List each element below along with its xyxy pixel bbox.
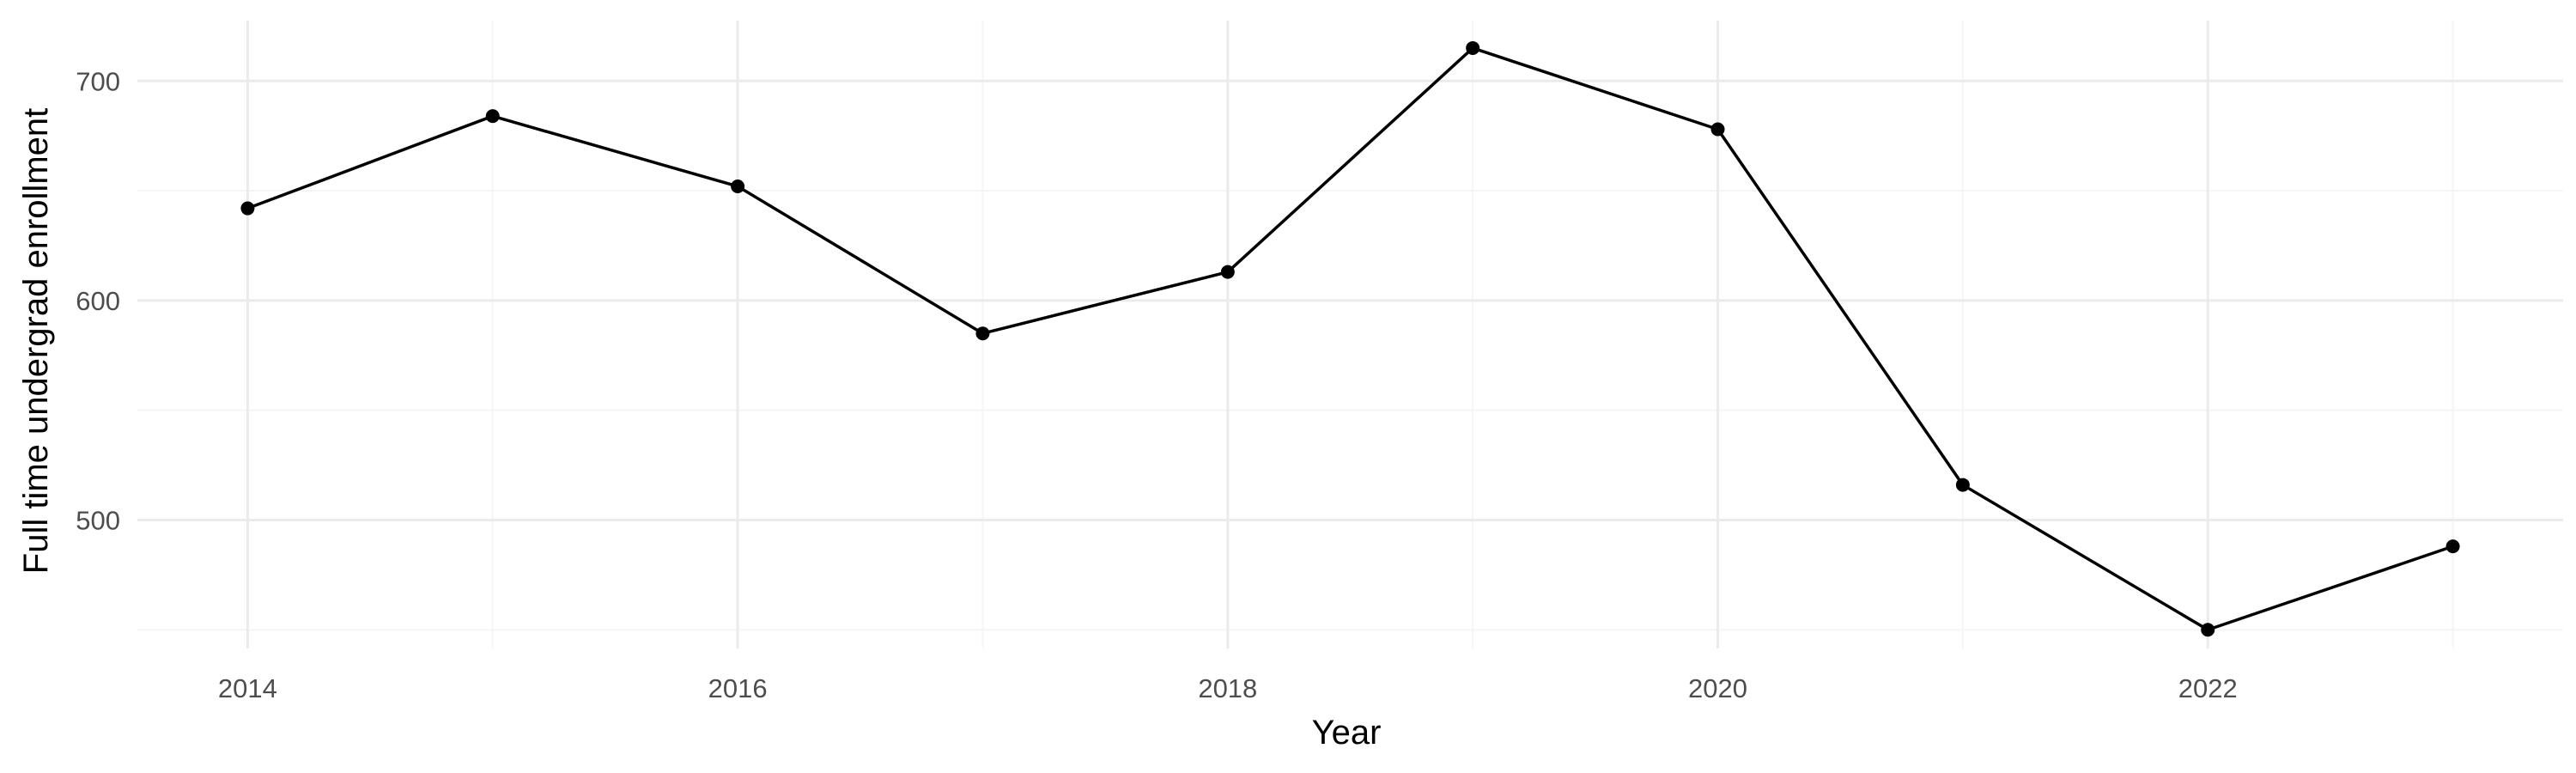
y-axis-title: Full time undergrad enrollment bbox=[17, 108, 55, 574]
x-tick-label: 2020 bbox=[1688, 673, 1747, 703]
data-point-2019 bbox=[1466, 40, 1480, 55]
x-tick-label: 2022 bbox=[2178, 673, 2238, 703]
data-point-2021 bbox=[1955, 478, 1970, 492]
x-tick-label: 2016 bbox=[708, 673, 768, 703]
data-point-2014 bbox=[240, 201, 255, 216]
series-layer bbox=[240, 40, 2460, 637]
y-tick-label: 500 bbox=[76, 505, 120, 535]
data-point-2023 bbox=[2445, 539, 2460, 554]
data-point-2022 bbox=[2201, 623, 2215, 637]
data-point-2016 bbox=[731, 179, 745, 193]
y-tick-label: 600 bbox=[76, 286, 120, 316]
major-gridlines bbox=[137, 21, 2563, 648]
data-point-2017 bbox=[975, 326, 990, 341]
x-tick-label: 2018 bbox=[1198, 673, 1257, 703]
data-point-2020 bbox=[1710, 122, 1725, 137]
x-axis-title: Year bbox=[1312, 714, 1382, 752]
y-axis-tick-labels: 500 600 700 bbox=[76, 66, 120, 535]
x-axis-tick-labels: 2014 2016 2018 2020 2022 bbox=[218, 673, 2238, 703]
minor-gridlines bbox=[137, 21, 2563, 648]
data-point-2018 bbox=[1220, 265, 1235, 279]
data-point-2015 bbox=[485, 109, 500, 124]
x-tick-label: 2014 bbox=[218, 673, 277, 703]
y-tick-label: 700 bbox=[76, 66, 120, 96]
series-line bbox=[246, 46, 2455, 632]
